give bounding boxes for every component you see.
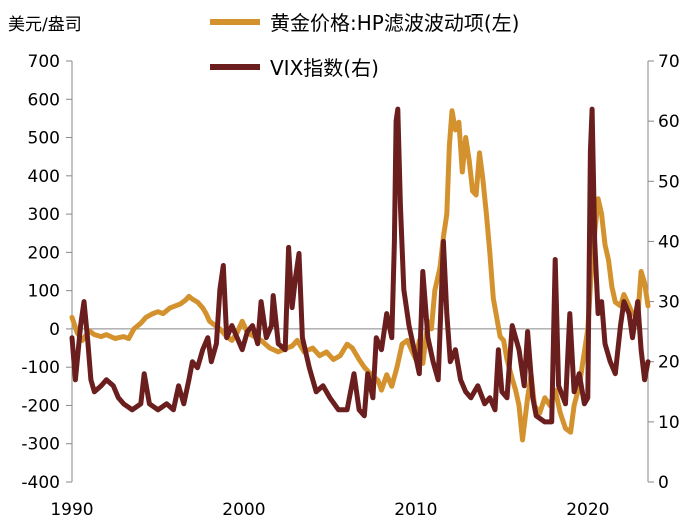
right-tick-label: 40 <box>658 232 680 252</box>
right-tick-label: 70 <box>658 52 680 72</box>
vix-series-line <box>69 106 651 425</box>
x-tick-label: 2020 <box>566 500 609 520</box>
left-tick-label: 200 <box>28 243 60 263</box>
left-tick-label: -300 <box>21 435 60 455</box>
left-tick-label: 500 <box>28 129 60 149</box>
left-tick-label: 400 <box>28 167 60 187</box>
left-axis-unit: 美元/盎司 <box>8 15 82 35</box>
legend-label-gold: 黄金价格:HP滤波波动项(左) <box>270 11 519 35</box>
right-tick-label: 0 <box>658 473 669 493</box>
left-tick-label: 700 <box>28 52 60 72</box>
x-tick-label: 1990 <box>50 500 93 520</box>
right-tick-label: 50 <box>658 172 680 192</box>
right-tick-label: 10 <box>658 413 680 433</box>
right-tick-label: 60 <box>658 112 680 132</box>
left-tick-label: 600 <box>28 90 60 110</box>
left-tick-label: 0 <box>49 320 60 340</box>
right-tick-label: 30 <box>658 293 680 313</box>
left-tick-label: 100 <box>28 282 60 302</box>
left-tick-label: -400 <box>21 473 60 493</box>
left-tick-label: -200 <box>21 396 60 416</box>
legend: 黄金价格:HP滤波波动项(左) VIX指数(右) <box>210 11 519 80</box>
left-tick-label: -100 <box>21 358 60 378</box>
gold-series-line <box>69 108 651 443</box>
right-tick-label: 20 <box>658 353 680 373</box>
legend-label-vix: VIX指数(右) <box>270 56 379 80</box>
left-tick-label: 300 <box>28 205 60 225</box>
x-tick-label: 2000 <box>222 500 265 520</box>
plot-area: 7006005004003002001000-100-200-300-40070… <box>21 52 679 520</box>
x-tick-label: 2010 <box>394 500 437 520</box>
